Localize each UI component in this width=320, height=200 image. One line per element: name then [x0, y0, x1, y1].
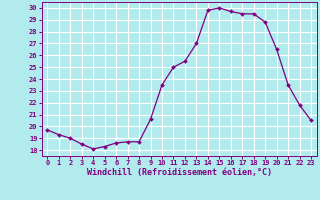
- X-axis label: Windchill (Refroidissement éolien,°C): Windchill (Refroidissement éolien,°C): [87, 168, 272, 177]
